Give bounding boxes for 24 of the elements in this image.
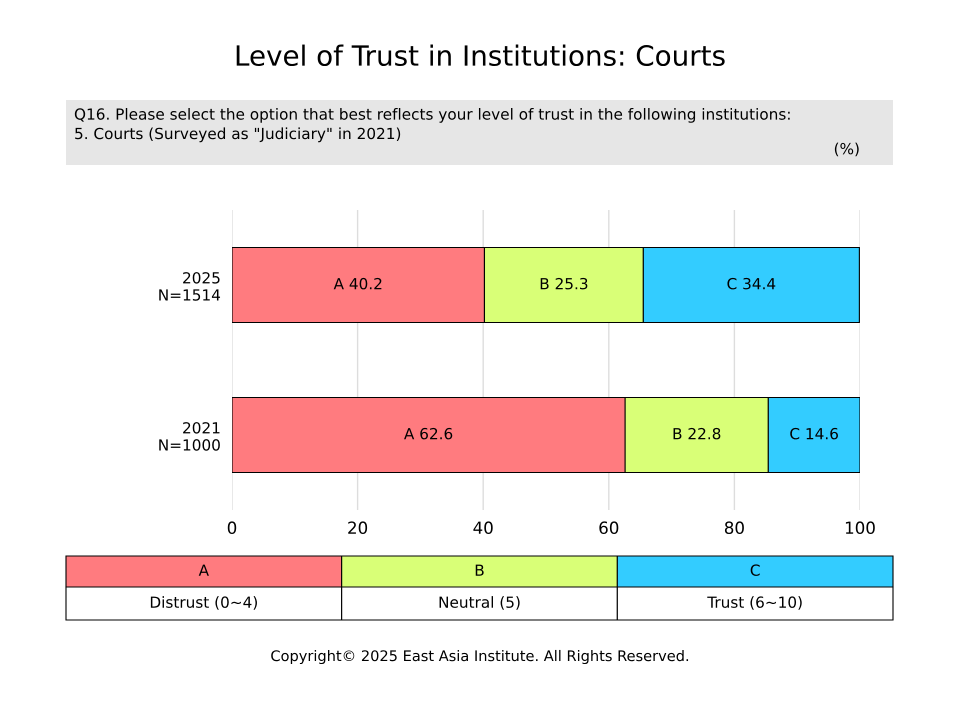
data-label: C 34.4	[727, 278, 776, 290]
x-tick-label: 20	[348, 521, 368, 534]
data-label: B 22.8	[674, 428, 720, 440]
text: Trust (6~10)	[707, 596, 802, 610]
x-tick-label: 40	[473, 521, 493, 534]
y-tick-label: 2021 N=1000	[159, 422, 220, 451]
y-tick-label: 2025 N=1514	[159, 272, 220, 301]
text: (%)	[834, 142, 859, 156]
data-label: A 40.2	[334, 278, 382, 290]
text: B	[476, 564, 484, 576]
data-label: C 14.6	[790, 428, 838, 440]
text: Neutral (5)	[440, 596, 520, 610]
chart-subtitle: Q16. Please select the option that best reflects your level of trust in the following institutions: 5. Courts (Surveyed as "Judiciary" in 2021)	[74, 108, 790, 142]
x-tick-label: 60	[599, 521, 618, 534]
chart-title: Level of Trust in Institutions: Courts	[236, 44, 725, 66]
data-label: A 62.6	[404, 428, 452, 440]
data-label: B 25.3	[540, 278, 588, 290]
text: Distrust (0~4)	[150, 596, 257, 610]
x-tick-label: 80	[724, 521, 744, 534]
x-tick-label: 100	[846, 521, 875, 534]
text: C	[750, 564, 760, 576]
text: A	[198, 564, 209, 576]
text: Copyright© 2025 East Asia Institute. All Rights Reserved.	[271, 650, 688, 664]
x-tick-label: 0	[228, 521, 236, 534]
